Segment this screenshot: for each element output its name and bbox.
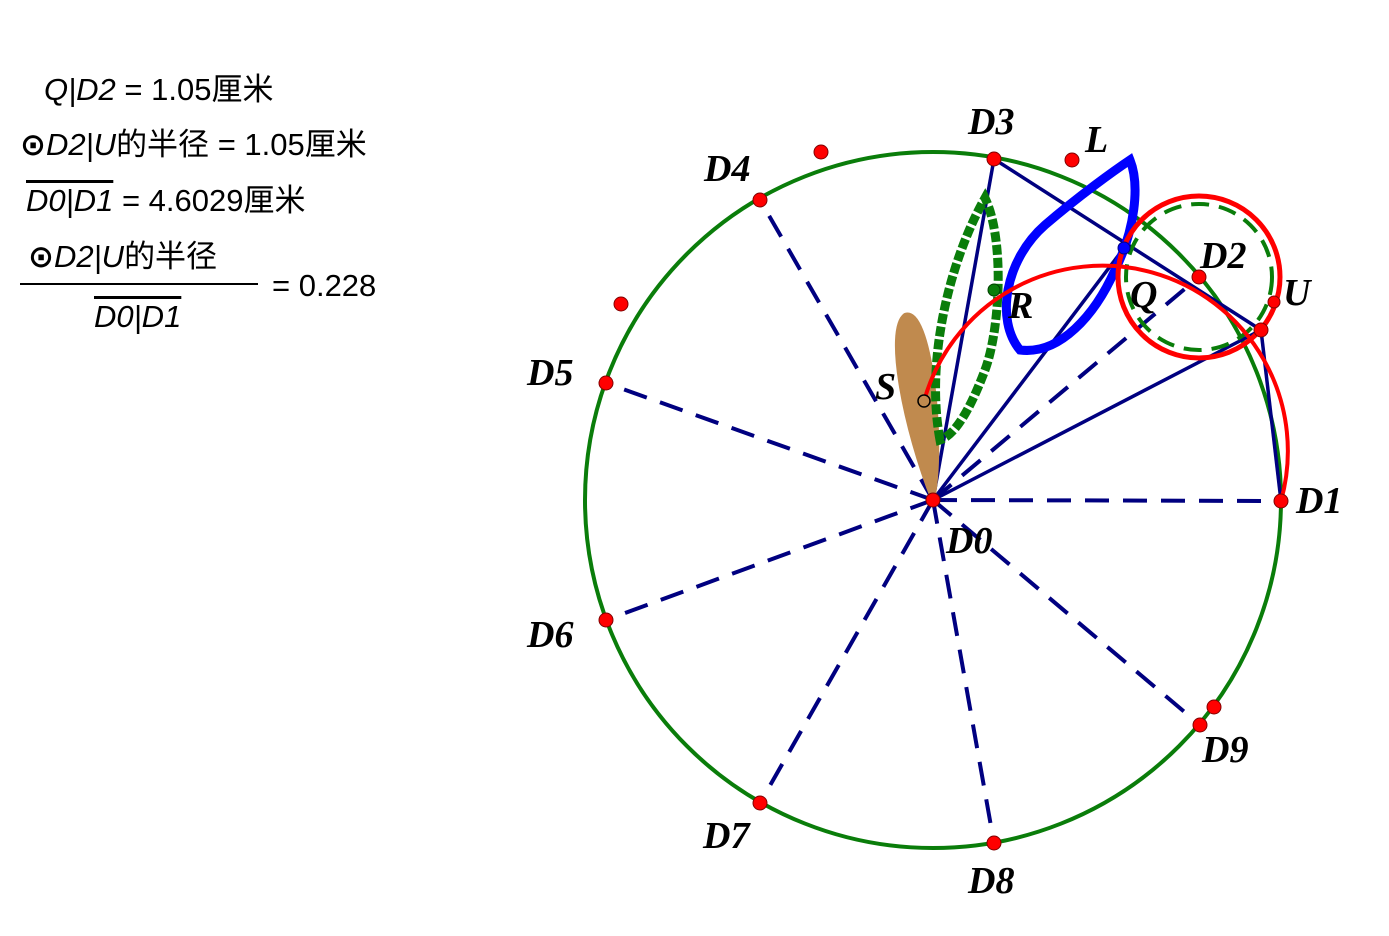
measure-circle-radius-suffix: 的半径 <box>116 127 210 162</box>
point-d7[interactable] <box>752 795 768 811</box>
measure-d0d1-name: D0|D1 <box>26 183 114 218</box>
brown-trace <box>894 312 940 508</box>
label-d4: D4 <box>703 148 750 190</box>
label-d3: D3 <box>967 101 1014 143</box>
spoke-d7 <box>758 499 935 804</box>
label-d8: D8 <box>967 860 1014 902</box>
fraction-bar <box>20 283 258 285</box>
point-d1[interactable] <box>1273 493 1289 509</box>
point-free-2[interactable] <box>613 296 629 312</box>
label-d2: D2 <box>1199 235 1246 277</box>
measure-ratio-denominator-name: D0|D1 <box>94 299 182 334</box>
measure-ratio-numerator-name: D2|U <box>53 239 125 274</box>
green-dashed-circle-d2 <box>1124 202 1274 352</box>
measure-circle-radius-name: D2|U <box>45 127 117 162</box>
point-q[interactable] <box>1117 241 1131 255</box>
point-s[interactable] <box>917 394 931 408</box>
spoke-d4 <box>758 199 935 501</box>
measure-circle-radius-value: = 1.05厘米 <box>217 127 367 162</box>
point-u[interactable] <box>1253 322 1269 338</box>
label-d6: D6 <box>526 614 573 656</box>
circle-symbol-icon: ⊙ <box>20 127 46 163</box>
point-l[interactable] <box>1064 152 1080 168</box>
point-d5[interactable] <box>598 375 614 391</box>
measure-qd2-value: = 1.05厘米 <box>124 72 274 107</box>
measure-qd2: Q|D2 = 1.05厘米 <box>44 74 273 105</box>
red-arc <box>922 263 1290 502</box>
spoke-d1 <box>932 498 1282 503</box>
point-d8[interactable] <box>986 835 1002 851</box>
spoke-d2 <box>931 275 1201 502</box>
measure-qd2-name: Q|D2 <box>44 72 116 107</box>
measure-circle-radius: ⊙D2|U的半径 = 1.05厘米 <box>20 129 367 161</box>
measure-d0d1: D0|D1 = 4.6029厘米 <box>26 185 305 216</box>
point-d6[interactable] <box>598 612 614 628</box>
label-q: Q <box>1130 274 1157 316</box>
points <box>598 144 1289 851</box>
point-d0[interactable] <box>925 492 941 508</box>
label-r: R <box>1007 285 1033 327</box>
point-d4[interactable] <box>752 192 768 208</box>
line-u-d1 <box>1259 329 1283 502</box>
spoke-d8 <box>931 499 996 844</box>
measure-ratio-denominator: D0|D1 <box>94 301 181 332</box>
green-trace <box>931 188 1003 446</box>
circle-symbol-icon: ⊙ <box>28 239 54 275</box>
spokes <box>605 199 1282 844</box>
point-d3[interactable] <box>986 151 1002 167</box>
measure-ratio-numerator-suffix: 的半径 <box>124 239 218 274</box>
label-d5: D5 <box>526 352 573 394</box>
measure-ratio-numerator: ⊙D2|U的半径 <box>28 241 217 273</box>
label-d1: D1 <box>1295 480 1342 522</box>
measure-ratio-value: = 0.228 <box>272 270 376 301</box>
label-d0: D0 <box>945 520 992 562</box>
point-r[interactable] <box>987 283 1001 297</box>
label-d7: D7 <box>702 815 751 857</box>
measure-d0d1-value: = 4.6029厘米 <box>121 183 306 218</box>
point-d2[interactable] <box>1191 269 1207 285</box>
blue-trace <box>1001 153 1140 355</box>
measure-ratio-value-text: = 0.228 <box>272 268 377 303</box>
spoke-d5 <box>605 381 934 502</box>
point-d9-extra[interactable] <box>1206 699 1222 715</box>
spoke-d6 <box>605 498 934 622</box>
label-u: U <box>1283 272 1313 314</box>
red-circle-d2 <box>1115 193 1283 361</box>
label-l: L <box>1084 119 1108 161</box>
label-s: S <box>875 366 896 408</box>
spoke-d9 <box>931 498 1202 727</box>
label-d9: D9 <box>1201 729 1248 771</box>
line-d0-q <box>931 246 1126 502</box>
point-d9[interactable] <box>1192 717 1208 733</box>
point-free-1[interactable] <box>813 144 829 160</box>
point-u-extra[interactable] <box>1267 295 1281 309</box>
